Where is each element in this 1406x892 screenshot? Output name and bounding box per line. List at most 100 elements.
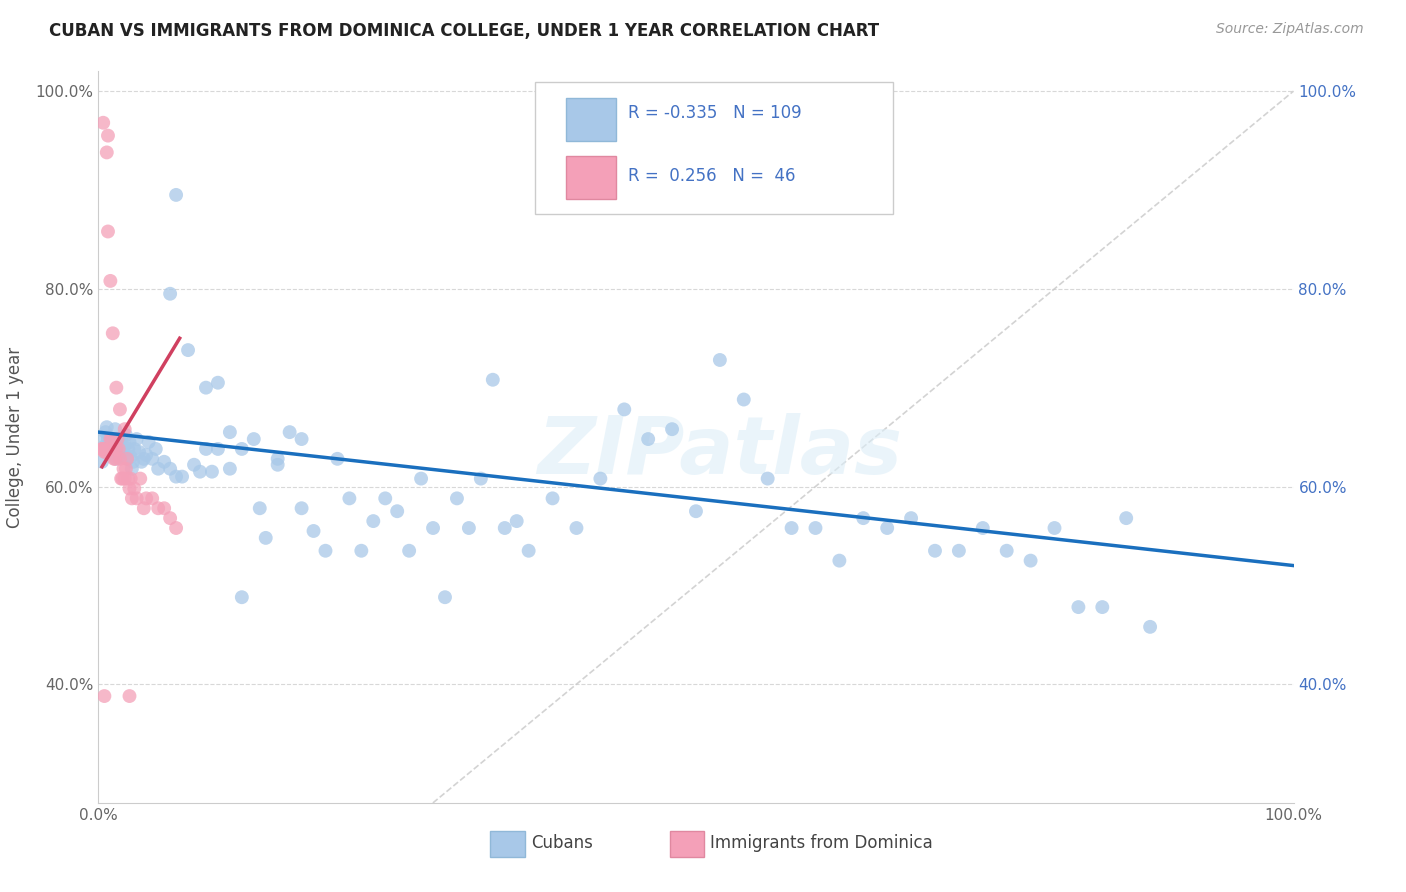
Point bbox=[96, 420, 118, 434]
Point bbox=[104, 451, 127, 466]
Point bbox=[876, 521, 898, 535]
FancyBboxPatch shape bbox=[565, 98, 616, 141]
Point bbox=[103, 451, 125, 466]
Point bbox=[446, 491, 468, 506]
Point bbox=[188, 465, 211, 479]
Point bbox=[145, 442, 167, 456]
Point bbox=[131, 455, 153, 469]
Point bbox=[107, 432, 129, 446]
Point bbox=[110, 472, 132, 486]
FancyBboxPatch shape bbox=[669, 830, 704, 857]
Point bbox=[112, 445, 135, 459]
Point bbox=[589, 472, 612, 486]
FancyBboxPatch shape bbox=[491, 830, 524, 857]
Point bbox=[398, 543, 420, 558]
Point bbox=[110, 432, 132, 446]
Point bbox=[121, 461, 143, 475]
Point bbox=[302, 524, 325, 538]
Point bbox=[114, 438, 136, 452]
Point bbox=[159, 511, 181, 525]
Point bbox=[363, 514, 385, 528]
Point bbox=[124, 442, 146, 456]
Point bbox=[1019, 554, 1042, 568]
Point bbox=[108, 402, 131, 417]
Point bbox=[172, 469, 194, 483]
Point bbox=[326, 451, 349, 466]
Point bbox=[100, 432, 122, 446]
Point bbox=[278, 425, 301, 439]
Point bbox=[948, 543, 970, 558]
Point bbox=[111, 442, 134, 456]
Point bbox=[195, 442, 218, 456]
Point bbox=[243, 432, 266, 446]
Point bbox=[117, 472, 139, 486]
Point bbox=[517, 543, 540, 558]
Point bbox=[104, 422, 127, 436]
Point bbox=[411, 472, 433, 486]
Point bbox=[115, 428, 138, 442]
Point bbox=[122, 455, 145, 469]
Point bbox=[114, 472, 136, 486]
Text: R = -0.335   N = 109: R = -0.335 N = 109 bbox=[628, 104, 801, 122]
Point bbox=[100, 442, 122, 456]
Point bbox=[98, 437, 121, 451]
Point bbox=[125, 491, 148, 506]
Point bbox=[756, 472, 779, 486]
Point bbox=[94, 425, 117, 439]
Point bbox=[93, 430, 115, 444]
Point bbox=[219, 461, 242, 475]
Point bbox=[135, 491, 157, 506]
Point bbox=[132, 451, 155, 466]
Point bbox=[685, 504, 707, 518]
Point bbox=[565, 521, 588, 535]
Point bbox=[98, 442, 121, 456]
Point bbox=[148, 461, 170, 475]
Point bbox=[267, 451, 290, 466]
Point bbox=[177, 343, 200, 357]
Point bbox=[315, 543, 337, 558]
Point bbox=[159, 286, 181, 301]
Point bbox=[118, 435, 141, 450]
Point bbox=[120, 450, 142, 464]
Point bbox=[254, 531, 277, 545]
Point bbox=[481, 373, 505, 387]
Point bbox=[128, 445, 150, 459]
Point bbox=[207, 442, 229, 456]
Point bbox=[91, 442, 114, 456]
Point bbox=[115, 451, 138, 466]
Point bbox=[91, 442, 114, 456]
Point bbox=[637, 432, 659, 446]
Point bbox=[1067, 600, 1090, 615]
Point bbox=[195, 381, 218, 395]
Point bbox=[995, 543, 1018, 558]
Point bbox=[101, 442, 124, 456]
Point bbox=[107, 440, 129, 454]
Point bbox=[231, 591, 253, 605]
Point bbox=[374, 491, 396, 506]
Point bbox=[91, 442, 114, 456]
Point bbox=[103, 448, 125, 462]
Point bbox=[972, 521, 994, 535]
Point bbox=[138, 435, 160, 450]
Point bbox=[101, 326, 124, 341]
Point bbox=[780, 521, 803, 535]
Point bbox=[107, 442, 129, 456]
Point bbox=[385, 504, 409, 518]
Point bbox=[249, 501, 271, 516]
Point bbox=[153, 501, 176, 516]
Text: Cubans: Cubans bbox=[531, 834, 593, 852]
Point bbox=[120, 472, 142, 486]
Point bbox=[219, 425, 242, 439]
Point bbox=[165, 521, 187, 535]
Point bbox=[165, 188, 187, 202]
Point bbox=[125, 432, 148, 446]
FancyBboxPatch shape bbox=[565, 156, 616, 200]
Point bbox=[267, 458, 290, 472]
Point bbox=[207, 376, 229, 390]
Point bbox=[121, 491, 143, 506]
Point bbox=[141, 491, 163, 506]
Text: CUBAN VS IMMIGRANTS FROM DOMINICA COLLEGE, UNDER 1 YEAR CORRELATION CHART: CUBAN VS IMMIGRANTS FROM DOMINICA COLLEG… bbox=[49, 22, 879, 40]
Point bbox=[231, 442, 253, 456]
Point bbox=[201, 465, 224, 479]
Point bbox=[159, 461, 181, 475]
